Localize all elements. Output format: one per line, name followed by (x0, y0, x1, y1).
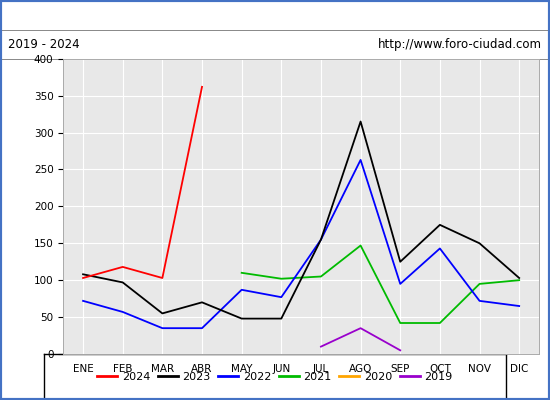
Legend: 2024, 2023, 2022, 2021, 2020, 2019: 2024, 2023, 2022, 2021, 2020, 2019 (93, 368, 457, 386)
Text: http://www.foro-ciudad.com: http://www.foro-ciudad.com (378, 38, 542, 51)
Text: 2019 - 2024: 2019 - 2024 (8, 38, 80, 51)
Text: Evolucion Nº Turistas Nacionales en el municipio de Tramacastiel: Evolucion Nº Turistas Nacionales en el m… (47, 8, 503, 22)
